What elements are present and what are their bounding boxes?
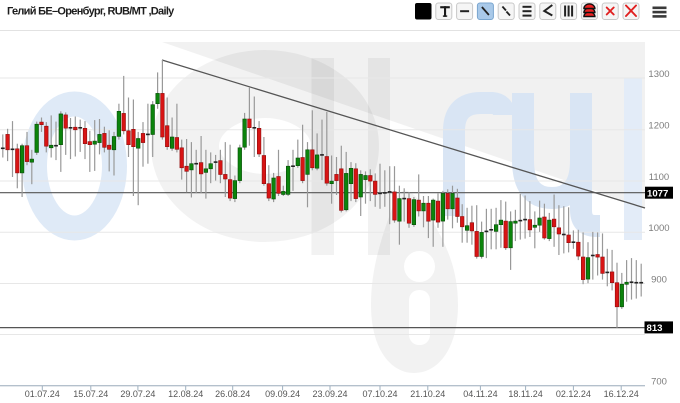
svg-text:1300: 1300	[648, 69, 669, 80]
svg-text:18.11.24: 18.11.24	[508, 389, 542, 399]
svg-text:Гелий БЕ–Оренбург, RUB/MT ,Dai: Гелий БЕ–Оренбург, RUB/MT ,Daily	[7, 6, 175, 18]
svg-text:700: 700	[651, 377, 667, 388]
svg-text:12.08.24: 12.08.24	[168, 389, 203, 399]
svg-text:1100: 1100	[649, 172, 669, 183]
svg-text:07.10.24: 07.10.24	[362, 389, 397, 399]
svg-text:21.10.24: 21.10.24	[410, 389, 445, 399]
svg-text:26.08.24: 26.08.24	[215, 389, 250, 399]
svg-text:16.12.24: 16.12.24	[604, 389, 639, 399]
svg-text:1200: 1200	[648, 121, 669, 132]
svg-text:04.11.24: 04.11.24	[463, 389, 497, 399]
svg-text:15.07.24: 15.07.24	[73, 389, 108, 399]
svg-text:1077: 1077	[647, 188, 668, 199]
svg-text:813: 813	[647, 323, 663, 334]
svg-text:09.09.24: 09.09.24	[265, 389, 300, 399]
svg-text:01.07.24: 01.07.24	[25, 389, 60, 399]
svg-text:02.12.24: 02.12.24	[556, 389, 591, 399]
svg-text:1000: 1000	[648, 223, 669, 234]
svg-text:29.07.24: 29.07.24	[120, 389, 155, 399]
svg-text:900: 900	[651, 274, 667, 285]
svg-text:23.09.24: 23.09.24	[312, 389, 347, 399]
